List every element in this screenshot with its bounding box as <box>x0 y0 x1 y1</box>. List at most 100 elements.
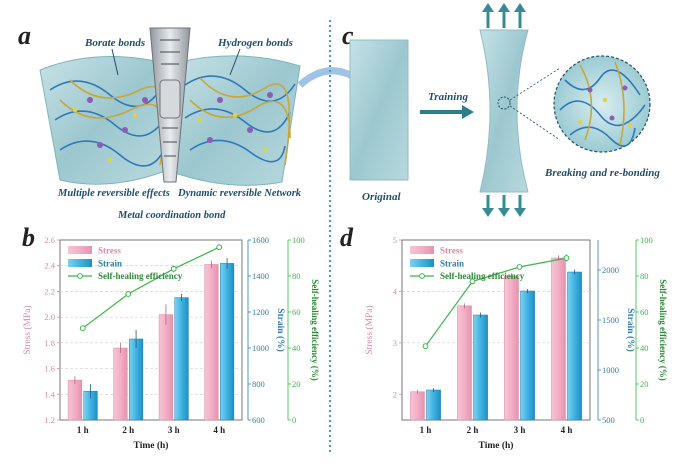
legend-swatch-stress <box>68 246 92 254</box>
zoomed-network-chains <box>559 61 646 147</box>
label-dynamic-network: Dynamic reversible Network <box>177 188 302 199</box>
label-hydrogen-bonds: Hydrogen bonds <box>217 37 293 49</box>
legend-marker-efficiency <box>77 273 83 279</box>
label-multiple-reversible: Multiple reversible effects <box>57 188 170 199</box>
efficiency-point <box>469 278 476 285</box>
panel-letter-b: b <box>22 223 35 252</box>
efficiency-point <box>216 244 223 251</box>
efficiency-tick-label: 80 <box>292 271 301 281</box>
x-tick-label: 4 h <box>213 425 225 435</box>
stress-tick-label: 1.4 <box>44 389 55 399</box>
stress-tick-label: 2.6 <box>44 235 55 245</box>
efficiency-axis-label: Self-healing efficiency (%) <box>658 279 668 380</box>
efficiency-point <box>125 291 132 297</box>
strain-bar <box>220 263 235 421</box>
legend-label-stress: Stress <box>98 246 121 256</box>
label-training: Training <box>428 91 468 103</box>
strain-bar <box>520 290 535 421</box>
stress-tick-label: 2.2 <box>44 286 55 296</box>
label-original: Original <box>362 191 401 203</box>
panel-letter-a: a <box>18 21 31 50</box>
efficiency-line <box>82 246 220 329</box>
strain-tick-label: 1000 <box>602 365 619 375</box>
stress-bar <box>504 275 519 421</box>
stress-bar <box>204 264 219 421</box>
stress-bar <box>410 391 425 421</box>
x-axis-label: Time (h) <box>134 440 169 451</box>
stress-tick-label: 4 <box>393 286 398 296</box>
panel-b: b 1.2 1.4 1.6 1.8 2.0 2.2 2.4 2.6 Stress (MPa) 60… <box>22 223 320 451</box>
strain-tick-label: 1200 <box>252 307 269 317</box>
label-borate-bonds: Borate bonds <box>84 37 145 49</box>
x-tick-label: 3 h <box>168 425 180 435</box>
training-arrow-head <box>462 105 474 119</box>
stress-bar <box>158 314 174 421</box>
stress-tick-label: 2.0 <box>44 312 55 322</box>
strain-bar <box>426 389 441 421</box>
stress-tick-label: 1.6 <box>44 364 55 374</box>
x-tick-label: 4 h <box>561 425 573 435</box>
efficiency-tick-label: 20 <box>640 379 649 389</box>
efficiency-line <box>425 257 567 347</box>
legend-label-strain: Strain <box>440 259 464 269</box>
legend-swatch-strain <box>68 259 92 267</box>
efficiency-tick-label: 60 <box>640 307 649 317</box>
stress-bar <box>113 347 128 421</box>
panel-letter-d: d <box>340 223 354 252</box>
strain-tick-label: 500 <box>602 415 615 425</box>
x-tick-label: 1 h <box>420 425 432 435</box>
efficiency-tick-label: 80 <box>640 271 649 281</box>
efficiency-tick-label: 40 <box>292 343 301 353</box>
strain-tick-label: 600 <box>252 415 265 425</box>
stress-axis-label: Stress (MPa) <box>364 305 375 354</box>
strain-tick-label: 800 <box>252 379 265 389</box>
legend-marker-efficiency <box>419 273 425 279</box>
panel-a: a <box>18 21 368 221</box>
efficiency-point <box>563 255 570 261</box>
efficiency-tick-label: 40 <box>640 343 649 353</box>
x-tick-label: 2 h <box>122 425 134 435</box>
strain-tick-label: 1600 <box>252 235 269 245</box>
zipper-slider <box>159 79 181 119</box>
strain-tick-label: 1400 <box>252 271 269 281</box>
stretched-gel-sample <box>479 29 529 193</box>
stress-tick-label: 5 <box>393 235 397 245</box>
efficiency-tick-label: 0 <box>292 415 296 425</box>
original-gel-sample <box>349 39 409 181</box>
zoomed-network-circle <box>553 55 651 153</box>
stress-bar <box>67 379 82 421</box>
x-tick-label: 3 h <box>514 425 526 435</box>
zoom-focus-circle <box>497 96 511 110</box>
efficiency-point <box>422 343 429 350</box>
strain-bar <box>129 338 144 421</box>
efficiency-tick-label: 100 <box>640 235 653 245</box>
legend-swatch-strain <box>410 259 434 267</box>
strain-tick-label: 1000 <box>252 343 269 353</box>
strain-tick-label: 1500 <box>602 315 619 325</box>
stress-tick-label: 2.4 <box>44 261 55 271</box>
x-tick-label: 1 h <box>77 425 89 435</box>
panel-c: c Original Training <box>342 3 660 217</box>
stress-tick-label: 3 <box>393 338 397 348</box>
efficiency-tick-label: 100 <box>292 235 305 245</box>
pointer-hydrogen <box>229 48 241 76</box>
strain-bar <box>567 271 582 421</box>
strain-bar <box>473 314 488 421</box>
stress-tick-label: 1.2 <box>44 415 55 425</box>
efficiency-point <box>170 265 177 272</box>
polymer-network <box>49 75 296 167</box>
efficiency-axis-label: Self-healing efficiency (%) <box>310 279 320 380</box>
stretch-arrows <box>482 3 526 217</box>
efficiency-tick-label: 0 <box>640 415 644 425</box>
efficiency-tick-label: 20 <box>292 379 301 389</box>
stress-bar <box>551 257 566 421</box>
stress-axis-label: Stress (MPa) <box>22 305 33 354</box>
zipper-teeth <box>160 39 180 157</box>
efficiency-tick-label: 60 <box>292 307 301 317</box>
x-tick-label: 2 h <box>467 425 479 435</box>
legend-label-efficiency: Self-healing efficiency <box>440 271 525 281</box>
hydrogen-bond-dots <box>72 107 268 163</box>
